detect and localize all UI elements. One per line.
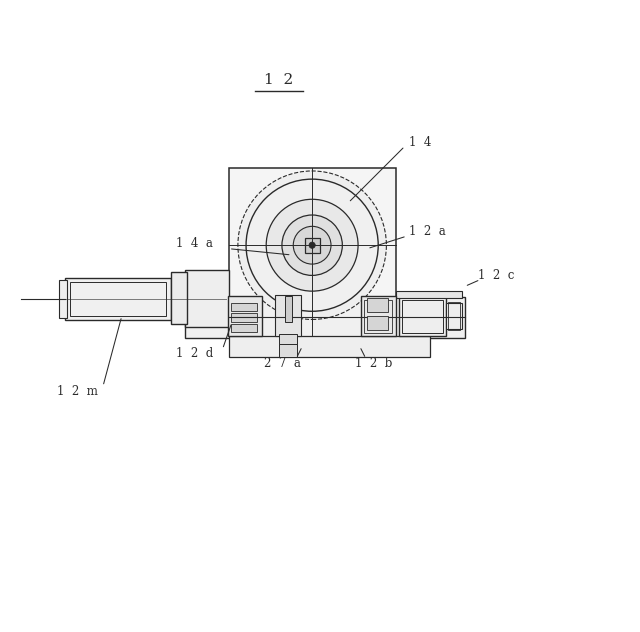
Bar — [185, 270, 228, 327]
Bar — [185, 297, 465, 338]
Bar — [171, 272, 188, 324]
Text: 1  2  m: 1 2 m — [58, 385, 98, 398]
Bar — [65, 277, 171, 320]
Text: 1  4  a: 1 4 a — [176, 237, 212, 250]
Bar — [228, 336, 430, 357]
Bar — [231, 313, 257, 322]
Text: 1  2  a: 1 2 a — [408, 224, 445, 238]
Bar — [396, 291, 461, 298]
Circle shape — [293, 226, 331, 264]
Text: 1  2  d: 1 2 d — [175, 347, 212, 360]
Bar — [279, 344, 297, 357]
Bar — [367, 316, 388, 330]
Bar — [59, 280, 67, 318]
Text: 1  4: 1 4 — [410, 137, 432, 149]
Bar — [285, 296, 292, 322]
Bar — [279, 334, 297, 346]
Circle shape — [246, 179, 378, 312]
Circle shape — [282, 215, 342, 276]
Bar — [70, 282, 166, 316]
Text: 1  2  b: 1 2 b — [355, 356, 392, 370]
Bar — [231, 324, 257, 332]
Circle shape — [238, 171, 387, 319]
Bar — [227, 296, 262, 336]
Bar — [228, 168, 396, 335]
Bar — [402, 300, 443, 333]
Text: 1  2  c: 1 2 c — [478, 269, 515, 282]
Bar — [364, 300, 392, 333]
Bar — [446, 303, 461, 329]
Bar — [305, 238, 320, 253]
Bar — [367, 298, 388, 312]
Bar — [448, 302, 460, 330]
Text: 1  2: 1 2 — [264, 73, 294, 87]
Bar — [275, 295, 301, 336]
Bar — [399, 296, 446, 336]
Circle shape — [309, 242, 316, 248]
Bar — [361, 296, 396, 336]
Text: 2  7  a: 2 7 a — [264, 356, 301, 370]
Bar — [231, 303, 257, 311]
Circle shape — [266, 199, 358, 291]
